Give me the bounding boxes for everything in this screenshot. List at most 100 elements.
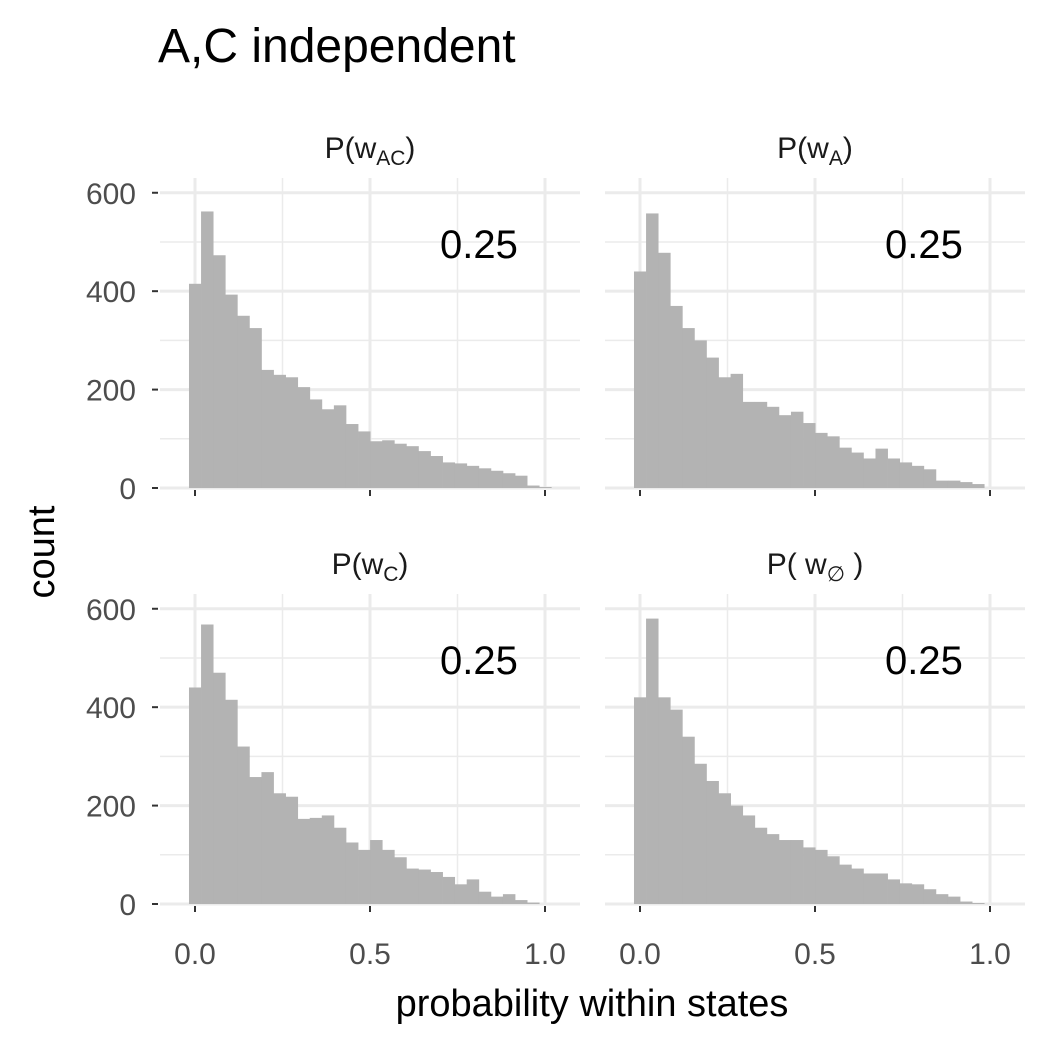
x-tick-label: 0.5 [794, 938, 836, 971]
histogram-bar [261, 772, 274, 904]
histogram-bar [188, 283, 202, 488]
histogram-bar [478, 891, 492, 904]
histogram-bar [633, 697, 647, 904]
histogram-bar [502, 894, 516, 904]
y-tick-label: 600 [86, 594, 136, 627]
strip-label-subscript: C [383, 563, 398, 586]
y-tick-label: 600 [86, 178, 136, 211]
histogram-bar [972, 903, 985, 904]
panel-1: P(wA) 0.25 [605, 132, 1025, 490]
histogram-bar [815, 432, 828, 488]
strip-label-subscript: AC [376, 147, 405, 170]
histogram-bar [321, 815, 335, 904]
histogram-bar [730, 373, 744, 488]
histogram-bar [502, 473, 516, 488]
histogram-bar [345, 424, 359, 488]
histogram-bar [790, 411, 804, 488]
histogram-bar [911, 884, 925, 904]
histogram-bar [225, 699, 238, 904]
panel-2: P(wC) 0.25 [160, 548, 580, 906]
histogram-bar [718, 377, 731, 488]
histogram-bar [754, 401, 768, 488]
strip-label-subscript: ∅ [827, 563, 845, 586]
histogram-bar [960, 901, 973, 904]
histogram-bar [766, 834, 780, 904]
histogram-bar [442, 462, 456, 488]
histogram-bar [454, 884, 468, 904]
histogram-bar [201, 624, 214, 904]
histogram-bar [478, 468, 492, 488]
y-tick-label: 400 [86, 692, 136, 725]
histogram-bar [309, 817, 323, 904]
panel-annotation: 0.25 [885, 639, 963, 683]
histogram-bar [947, 480, 961, 488]
facet-strip-label: P(wC) [332, 548, 409, 586]
histogram-bar [706, 357, 719, 488]
histogram-bar [682, 328, 695, 488]
histogram-bar [863, 458, 876, 488]
y-tick-label: 400 [86, 276, 136, 309]
histogram-bar [249, 777, 262, 904]
histogram-bar [394, 857, 407, 904]
histogram-bar [297, 387, 311, 488]
histogram-bar [923, 889, 937, 904]
y-axis-title: count [21, 505, 63, 598]
histogram-bar [682, 736, 695, 904]
chart-title: A,C independent [158, 20, 516, 73]
histogram-bar [345, 842, 359, 904]
histogram-bar [527, 902, 540, 904]
histogram-bar [285, 796, 299, 904]
histogram-bar [490, 470, 504, 488]
facet-strip-label: P( w∅ ) [767, 548, 864, 586]
histogram-bar [718, 793, 731, 904]
x-axis-title: probability within states [396, 983, 789, 1025]
histogram-bar [754, 827, 768, 904]
histogram-bar [827, 856, 840, 904]
histogram-bar [249, 328, 262, 488]
histogram-bar [742, 401, 756, 488]
histogram-bar [646, 213, 659, 488]
histogram-bar [778, 415, 792, 488]
histogram-bar [815, 849, 828, 904]
panel-annotation: 0.25 [440, 223, 518, 267]
facet-strip-label: P(wAC) [325, 132, 416, 170]
histogram-bar [875, 873, 888, 904]
histogram-bar [333, 827, 347, 904]
histogram-bar [490, 896, 504, 904]
histogram-bar [213, 255, 226, 488]
histogram-bar [430, 872, 443, 904]
histogram-bar [515, 900, 528, 904]
histogram-bar [935, 894, 949, 904]
histogram-bar [539, 487, 552, 488]
histogram-bar [454, 463, 468, 488]
histogram-bar [382, 440, 395, 488]
histogram-bar [960, 482, 973, 488]
histogram-bar [430, 456, 443, 488]
strip-label-end: ) [845, 548, 863, 581]
histogram-bar [911, 465, 925, 488]
histogram-bar [742, 815, 756, 904]
y-tick-label: 200 [86, 375, 136, 408]
histogram-bar [790, 840, 804, 904]
histogram-bar [370, 840, 383, 904]
histogram-bar [633, 271, 647, 488]
histogram-bar [297, 818, 311, 904]
histogram-bar [527, 485, 540, 488]
histogram-bar [225, 294, 238, 488]
histogram-bar [947, 896, 961, 904]
strip-label-end: ) [405, 132, 415, 165]
histogram-bar [333, 405, 347, 488]
histogram-bar [887, 458, 901, 488]
panel-annotation: 0.25 [885, 223, 963, 267]
histogram-bar [515, 475, 528, 488]
histogram-bar [706, 780, 719, 904]
histogram-bar [394, 443, 407, 488]
strip-label-end: ) [843, 132, 853, 165]
histogram-bar [466, 879, 480, 904]
histogram-bar [899, 462, 913, 488]
histogram-bar [418, 869, 431, 904]
histogram-bar [285, 377, 299, 488]
histogram-bar [851, 868, 864, 904]
histogram-bar [923, 469, 937, 488]
